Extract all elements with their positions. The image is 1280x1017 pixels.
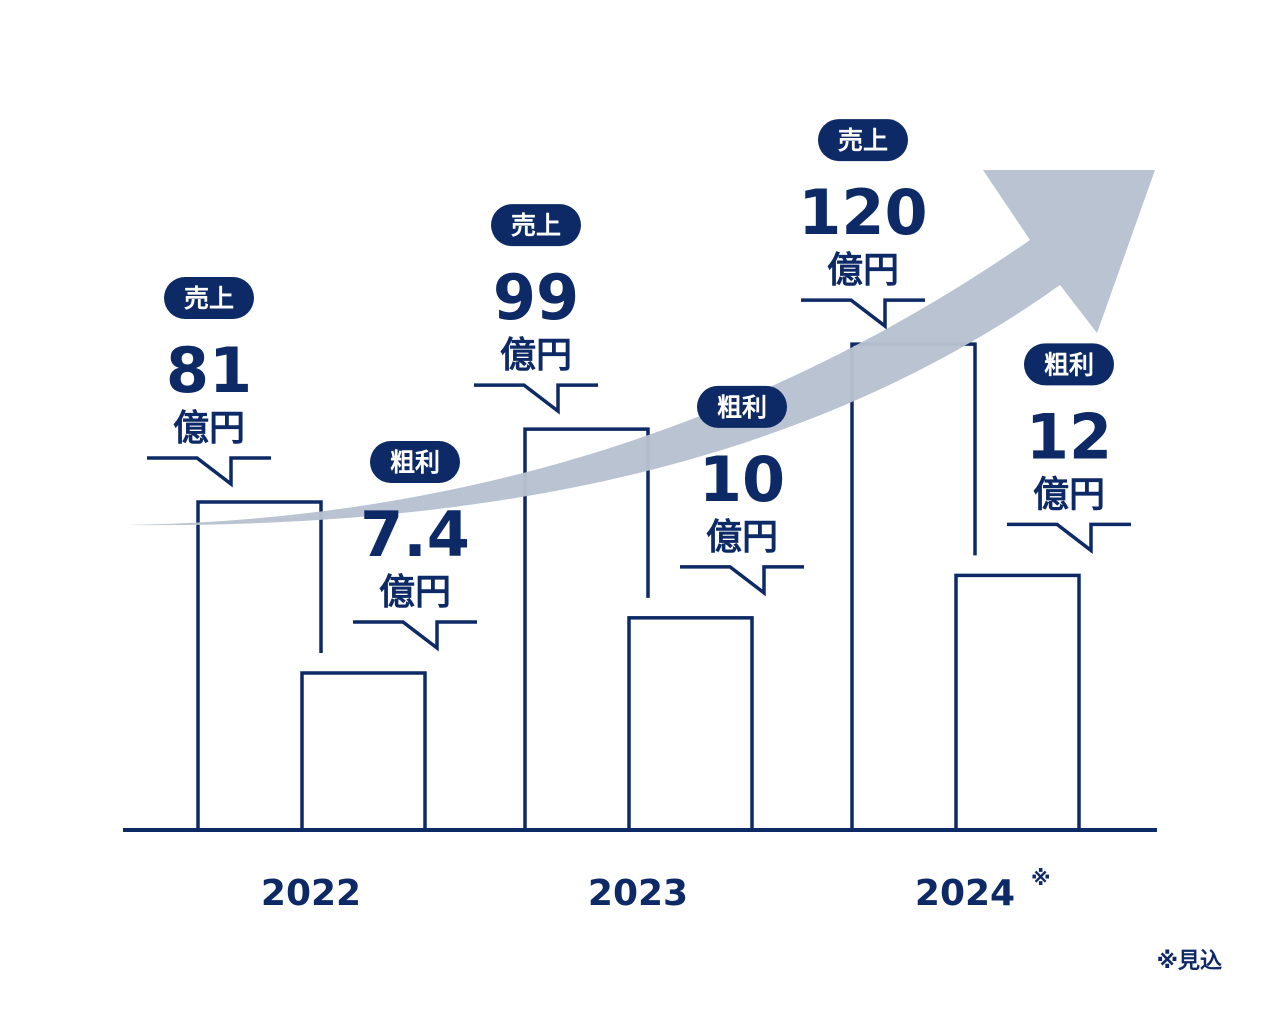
profit-2023-badge-bg xyxy=(697,385,787,428)
sales-2023-badge-label: 売上 xyxy=(511,211,561,240)
profit-2024-unit-label: 億円 xyxy=(1033,474,1105,515)
sales-2023-value-label: 99 xyxy=(493,261,579,334)
sales-2024-badge: 売上 xyxy=(818,119,908,162)
x-tick-label-2023: 2023 xyxy=(588,873,688,914)
sales-2024-unit-label: 億円 xyxy=(827,250,899,291)
sales-2024-badge-bg xyxy=(818,119,908,162)
sales-2023-unit-label: 億円 xyxy=(500,335,572,376)
sales-2024-badge-label: 売上 xyxy=(838,126,888,155)
profit-bar-2024 xyxy=(954,573,1081,832)
profit-2022-value-label: 7.4 xyxy=(360,498,470,571)
profit-2022-badge: 粗利 xyxy=(370,441,460,483)
x-axis-labels: 2022 2023 2024 ※ xyxy=(261,866,1051,914)
footnote: ※見込 xyxy=(1157,949,1222,974)
profit-2022-badge-bg xyxy=(370,441,460,483)
sales-2022-badge-label: 売上 xyxy=(184,284,234,313)
profit-2022-badge-label: 粗利 xyxy=(390,448,440,477)
sales-2022-badge-bg xyxy=(164,277,254,319)
sales-2023-pointer xyxy=(474,383,598,415)
profit-2023-pointer xyxy=(680,565,804,597)
profit-2023-value-label: 10 xyxy=(699,443,785,516)
x-tick-mark-2024: ※ xyxy=(1031,866,1050,890)
x-tick-label-2022: 2022 xyxy=(261,873,361,914)
sales-2023-badge: 売上 xyxy=(491,204,581,247)
profit-2022-pointer xyxy=(353,620,477,652)
profit-2023-unit-label: 億円 xyxy=(706,517,778,558)
sales-2023-badge-bg xyxy=(491,204,581,247)
sales-2024-pointer xyxy=(801,298,925,330)
sales-bar-2022 xyxy=(196,500,323,830)
profit-2024-badge-bg xyxy=(1024,343,1114,386)
profit-2023-badge: 粗利 xyxy=(697,385,787,428)
sales-2024-value-label: 120 xyxy=(798,176,927,249)
profit-2024-badge-label: 粗利 xyxy=(1044,350,1094,379)
profit-2023-badge-label: 粗利 xyxy=(717,393,767,422)
sales-2022-badge: 売上 xyxy=(164,277,254,319)
sales-2022-unit-label: 億円 xyxy=(173,408,245,449)
profit-2024-value-label: 12 xyxy=(1026,400,1112,473)
profit-bar-2023 xyxy=(627,616,754,832)
trend-arrow-icon xyxy=(125,170,1155,526)
bars-layer xyxy=(196,342,1081,832)
profit-bar-2022 xyxy=(300,671,427,832)
sales-2022-pointer xyxy=(147,456,271,488)
sales-2022-value-label: 81 xyxy=(166,334,252,407)
profit-2024-badge: 粗利 xyxy=(1024,343,1114,386)
profit-2024-pointer xyxy=(1007,522,1131,554)
sales-bar-2023 xyxy=(523,427,650,830)
profit-2022-unit-label: 億円 xyxy=(379,572,451,613)
x-tick-label-2024: 2024 xyxy=(915,873,1015,914)
